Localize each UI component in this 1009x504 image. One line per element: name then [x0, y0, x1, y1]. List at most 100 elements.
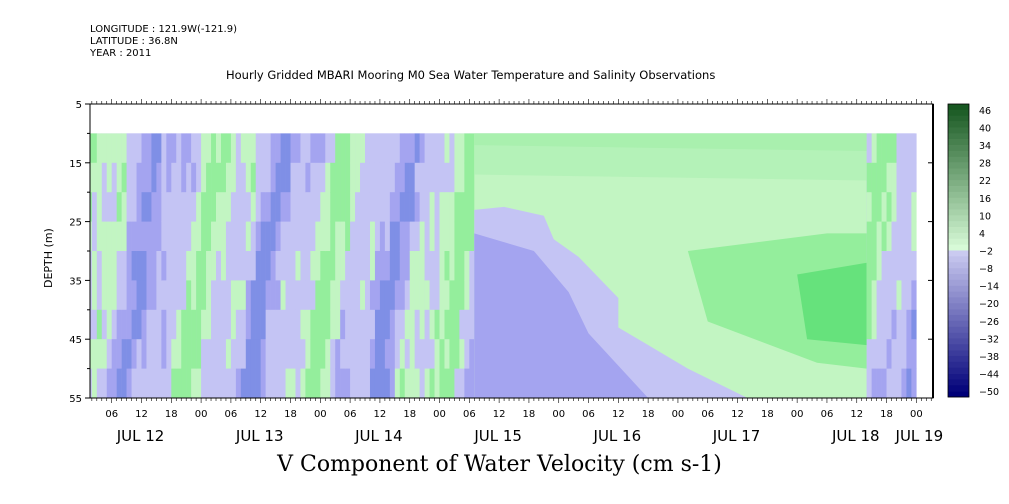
heatmap-cell: [340, 221, 346, 252]
heatmap-cell: [871, 192, 877, 223]
heatmap-cell: [106, 309, 112, 340]
heatmap-cell: [255, 221, 261, 252]
heatmap-cell: [166, 192, 172, 223]
heatmap-cell: [891, 280, 897, 311]
heatmap-cell: [91, 251, 98, 281]
colorbar-swatch: [948, 314, 969, 322]
heatmap-cell: [216, 339, 222, 370]
heatmap-cell: [320, 309, 326, 340]
heatmap-cell: [379, 309, 386, 340]
heatmap-cell: [151, 192, 157, 223]
heatmap-cell: [881, 251, 887, 281]
heatmap-cell: [196, 368, 202, 398]
heatmap-cell: [260, 221, 266, 252]
heatmap-cell: [345, 221, 351, 252]
heatmap-cell: [220, 309, 227, 340]
heatmap-cell: [96, 221, 102, 252]
heatmap-cell: [355, 339, 361, 370]
heatmap-cell: [285, 192, 291, 223]
heatmap-cell: [374, 133, 381, 164]
heatmap-cell: [82, 133, 87, 163]
heatmap-cell: [379, 192, 386, 223]
heatmap-cell: [305, 133, 311, 164]
heatmap-cell: [126, 192, 132, 223]
colorbar-swatch: [948, 379, 969, 386]
heatmap-cell: [335, 339, 341, 370]
heatmap-cell: [121, 221, 127, 252]
heatmap-cell: [90, 133, 93, 164]
heatmap-cell: [434, 162, 440, 193]
heatmap-cell: [136, 339, 142, 370]
heatmap-cell: [886, 339, 892, 370]
heatmap-cell: [330, 309, 336, 340]
colorbar-swatch: [948, 320, 969, 327]
colorbar: 46 40 34 28 22 16 10 4 −2 −8 −14 −20 −26 −32 −38 −44 −50: [947, 103, 999, 398]
heatmap-cell: [434, 280, 440, 311]
heatmap-cell: [240, 368, 247, 398]
heatmap-cell: [310, 162, 316, 193]
heatmap-cell: [121, 192, 127, 223]
heatmap-cell: [439, 133, 445, 164]
heatmap-cell: [201, 251, 207, 281]
heatmap-cell: [419, 339, 425, 370]
heatmap-cell: [111, 309, 117, 340]
heatmap-cell: [201, 133, 207, 164]
heatmap-cell: [196, 251, 202, 281]
heatmap-cell: [414, 339, 420, 370]
heatmap-cell: [176, 162, 182, 193]
heatmap-cell: [196, 162, 202, 193]
heatmap-cell: [345, 339, 351, 370]
heatmap-cell: [96, 133, 102, 164]
heatmap-cell: [881, 192, 887, 223]
heatmap-cell: [384, 192, 391, 223]
heatmap-cell: [881, 280, 887, 311]
heatmap-cell: [350, 162, 356, 193]
heatmap-cell: [384, 251, 391, 281]
heatmap-cell: [181, 162, 187, 193]
heatmap-cell: [911, 192, 917, 223]
heatmap-cell: [250, 221, 256, 252]
heatmap-cell: [156, 309, 162, 340]
heatmap-cell: [106, 162, 112, 193]
heatmap-cell: [320, 192, 326, 223]
heatmap-cell: [310, 192, 316, 223]
heatmap-cell: [901, 339, 907, 370]
heatmap-cell: [409, 162, 415, 193]
heatmap-cell: [106, 133, 112, 164]
heatmap-cell: [906, 368, 912, 398]
heatmap-cell: [866, 368, 872, 398]
heatmap-cell: [399, 309, 405, 340]
heatmap-cell: [876, 192, 882, 223]
heatmap-cell: [449, 368, 455, 398]
x-hour-label: 00: [910, 409, 923, 420]
heatmap-cell: [235, 309, 242, 340]
heatmap-cell: [315, 368, 321, 398]
heatmap-cell: [116, 162, 122, 193]
x-day-label: JUL 15: [473, 427, 522, 445]
heatmap-cell: [121, 339, 127, 370]
heatmap-cell: [216, 251, 222, 281]
heatmap-cell: [186, 309, 192, 340]
heatmap-cell: [211, 192, 217, 223]
heatmap-cell: [280, 251, 286, 281]
heatmap-cell: [469, 162, 475, 193]
x-day-label: JUL 18: [831, 427, 880, 445]
heatmap-cell: [335, 221, 341, 252]
y-tick-label: 55: [69, 394, 82, 405]
heatmap-cell: [464, 133, 470, 164]
heatmap-cell: [469, 280, 475, 311]
heatmap-cell: [230, 221, 237, 252]
heatmap-cell: [355, 280, 361, 311]
heatmap-cell: [285, 280, 291, 311]
heatmap-cell: [171, 368, 177, 398]
heatmap-cell: [399, 339, 405, 370]
colorbar-label: 46: [979, 106, 991, 117]
heatmap-cell: [464, 221, 470, 252]
heatmap-cell: [330, 133, 336, 164]
heatmap-cell: [459, 280, 465, 311]
heatmap-cell: [365, 162, 371, 193]
heatmap-cell: [245, 368, 252, 398]
colorbar-swatch: [948, 350, 969, 357]
heatmap-cell: [181, 368, 187, 398]
heatmap-cell: [424, 309, 430, 340]
